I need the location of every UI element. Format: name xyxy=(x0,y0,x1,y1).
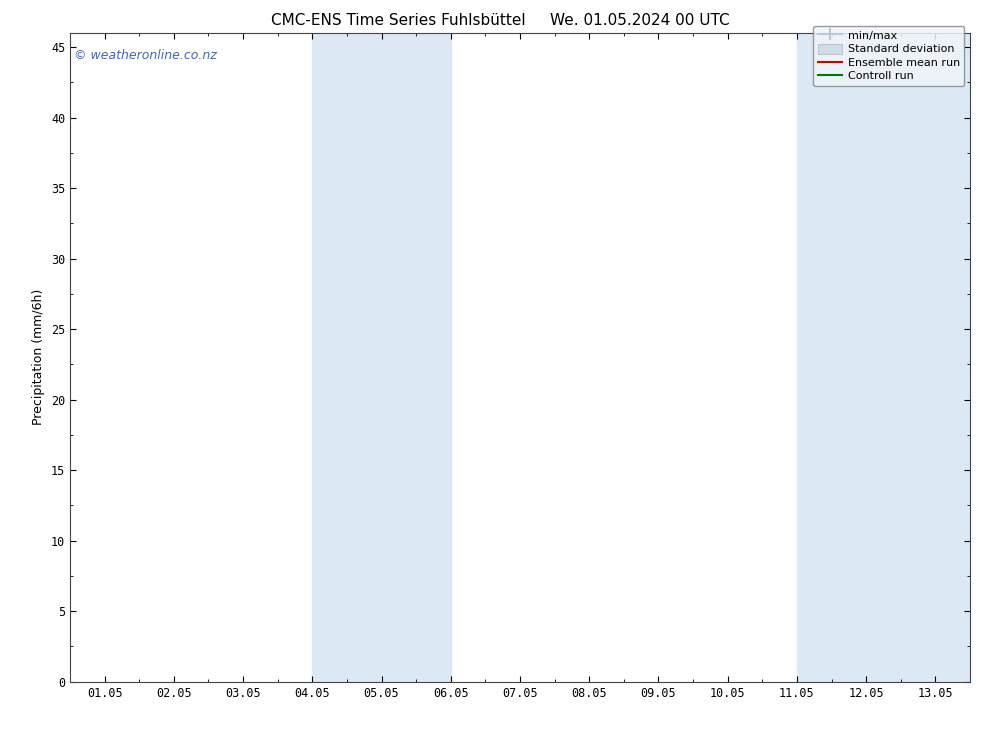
Text: CMC-ENS Time Series Fuhlsbüttel     We. 01.05.2024 00 UTC: CMC-ENS Time Series Fuhlsbüttel We. 01.0… xyxy=(271,13,729,28)
Y-axis label: Precipitation (mm/6h): Precipitation (mm/6h) xyxy=(32,290,45,425)
Bar xyxy=(797,33,970,682)
Legend: min/max, Standard deviation, Ensemble mean run, Controll run: min/max, Standard deviation, Ensemble me… xyxy=(813,26,964,86)
Text: © weatheronline.co.nz: © weatheronline.co.nz xyxy=(74,49,217,62)
Bar xyxy=(312,33,451,682)
